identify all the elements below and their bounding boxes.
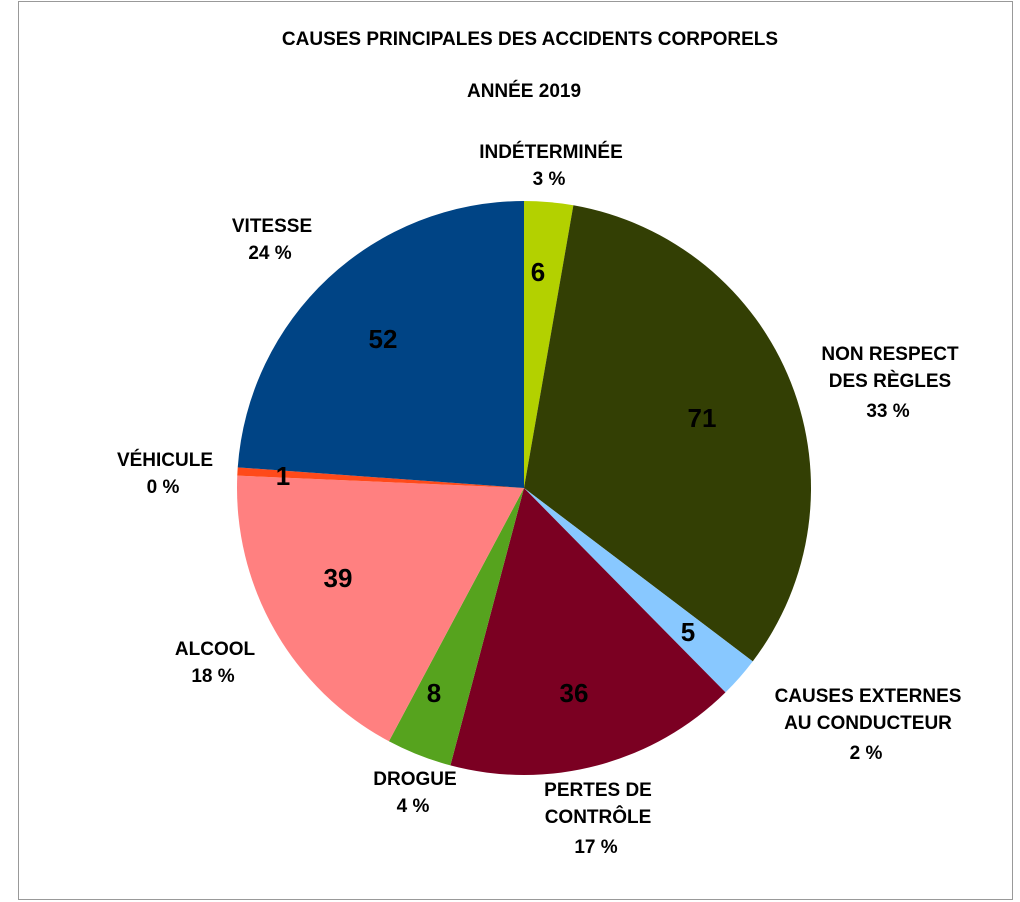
- percent-label: 24 %: [248, 243, 291, 264]
- pie-slice: [524, 205, 811, 662]
- category-label: VITESSE: [232, 216, 312, 237]
- slice-value-label: 5: [681, 617, 695, 647]
- category-label: CAUSES EXTERNES AU CONDUCTEUR: [775, 686, 962, 734]
- pie-slice: [524, 201, 574, 488]
- slice-value-label: 8: [427, 678, 441, 708]
- percent-label: 2 %: [850, 743, 883, 764]
- pie: [237, 201, 811, 776]
- percent-label: 0 %: [147, 477, 180, 498]
- percent-label: 18 %: [191, 666, 234, 687]
- pie-slice: [237, 467, 524, 488]
- labels: 6 INDÉTERMINÉE 3 % 71 NON RESPECT DES RÈGLES 3…: [117, 141, 961, 858]
- category-label: NON RESPECT DES RÈGLES: [821, 344, 959, 392]
- slice-value-label: 52: [369, 324, 398, 354]
- chart-title: CAUSES PRINCIPALES DES ACCIDENTS CORPORE…: [282, 29, 778, 50]
- slice-value-label: 1: [276, 461, 290, 491]
- pie-slice: [524, 488, 753, 693]
- slice-value-label: 6: [531, 257, 545, 287]
- pie-slice: [237, 201, 524, 488]
- category-label: ALCOOL: [175, 639, 256, 660]
- percent-label: 3 %: [533, 169, 566, 190]
- category-label: DROGUE: [373, 769, 456, 790]
- category-label: VÉHICULE: [117, 449, 213, 471]
- pie-slice: [450, 488, 726, 776]
- category-label: INDÉTERMINÉE: [479, 141, 623, 163]
- percent-label: 17 %: [574, 837, 617, 858]
- percent-label: 4 %: [397, 796, 430, 817]
- slice-value-label: 71: [688, 403, 717, 433]
- pie-slice: [388, 488, 524, 766]
- chart-subtitle: ANNÉE 2019: [467, 80, 581, 102]
- slice-value-label: 36: [560, 678, 589, 708]
- percent-label: 33 %: [866, 401, 909, 422]
- category-label: PERTES DE CONTRÔLE: [544, 780, 652, 828]
- slice-value-label: 39: [324, 563, 353, 593]
- pie-slice: [237, 475, 524, 742]
